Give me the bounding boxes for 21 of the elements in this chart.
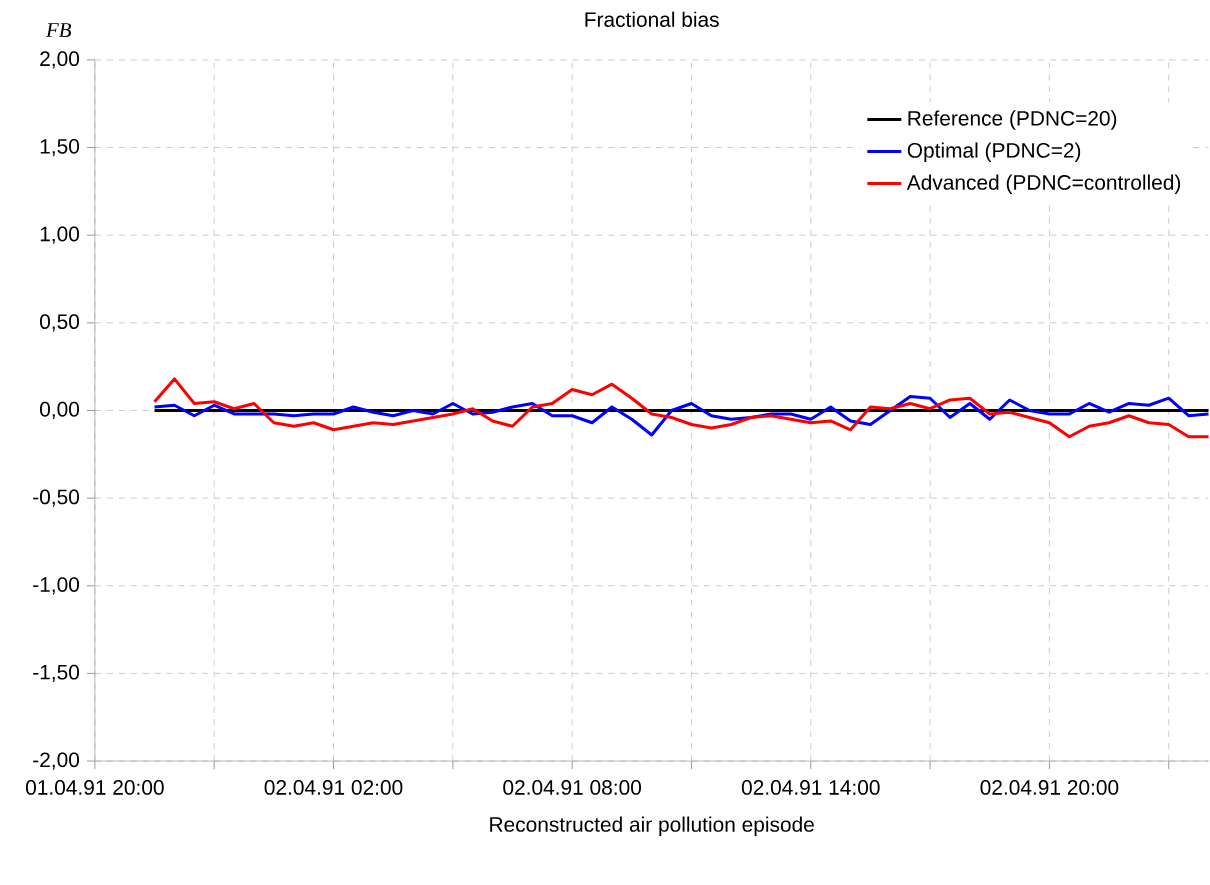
legend-label: Advanced (PDNC=controlled): [906, 174, 1181, 195]
x-tick-label: 01.04.91 20:00: [25, 780, 164, 795]
line-series: [153, 377, 1210, 439]
y-axis-title: FB: [45, 23, 72, 37]
legend-label: Optimal (PDNC=2): [907, 142, 1081, 162]
y-tick-label: -1,00: [33, 577, 80, 595]
x-axis-title: Reconstructed air pollution episode: [490, 816, 814, 837]
y-tick-label: -0,50: [33, 489, 80, 507]
legend-label: Reference (PDNC=20): [908, 110, 1117, 130]
chart-title: Fractional bias: [585, 11, 719, 28]
x-tick-label: 02.04.91 08:00: [503, 780, 642, 795]
y-tick-label: 0,50: [40, 314, 80, 332]
y-tick-label: 0,00: [40, 401, 80, 420]
y-tick-label: -2,00: [33, 752, 80, 770]
x-tick-label: 02.04.91 14:00: [741, 780, 880, 795]
y-tick-label: 1,50: [40, 138, 80, 157]
y-tick-label: -1,50: [33, 664, 80, 683]
x-tick-label: 02.04.91 02:00: [264, 780, 403, 795]
y-tick-label: 2,00: [40, 51, 80, 69]
y-tick-label: 1,00: [40, 226, 80, 244]
x-tick-label: 02.04.91 20:00: [980, 780, 1119, 795]
